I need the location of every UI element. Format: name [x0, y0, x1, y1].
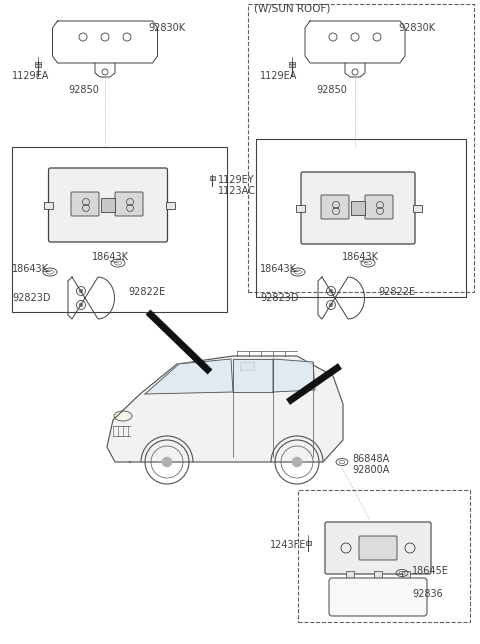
Bar — [166, 202, 175, 209]
Text: 18643K: 18643K — [342, 252, 379, 262]
Text: (W/SUN ROOF): (W/SUN ROOF) — [254, 3, 330, 13]
Text: 92850: 92850 — [316, 85, 347, 95]
Text: 18645E: 18645E — [412, 566, 449, 576]
Bar — [101, 198, 115, 212]
Text: 18643K: 18643K — [12, 264, 49, 274]
Bar — [35, 62, 41, 67]
Ellipse shape — [114, 411, 132, 421]
Text: 92822E: 92822E — [378, 287, 415, 297]
Text: 18643K: 18643K — [260, 264, 297, 274]
Bar — [240, 362, 254, 370]
Text: 92830K: 92830K — [148, 23, 185, 33]
Circle shape — [292, 457, 302, 467]
Text: 18643K: 18643K — [92, 252, 129, 262]
Circle shape — [79, 289, 83, 293]
Bar — [305, 541, 311, 545]
Text: 92850: 92850 — [68, 85, 99, 95]
FancyBboxPatch shape — [48, 168, 168, 242]
Text: 92822E: 92822E — [128, 287, 165, 297]
Text: 1123AC: 1123AC — [218, 186, 256, 196]
FancyBboxPatch shape — [359, 536, 397, 560]
Bar — [351, 201, 365, 215]
FancyBboxPatch shape — [329, 578, 427, 616]
Text: 1129EA: 1129EA — [260, 71, 298, 81]
FancyBboxPatch shape — [301, 172, 415, 244]
Bar — [248, 4, 474, 292]
Text: 92823D: 92823D — [12, 293, 50, 303]
Text: 92800A: 92800A — [352, 465, 389, 475]
FancyBboxPatch shape — [71, 192, 99, 216]
Circle shape — [162, 457, 172, 467]
Bar — [209, 176, 215, 180]
Text: 1129EA: 1129EA — [12, 71, 49, 81]
Bar — [256, 139, 466, 297]
FancyBboxPatch shape — [115, 192, 143, 216]
Polygon shape — [273, 359, 315, 392]
Text: 92823D: 92823D — [260, 293, 299, 303]
Text: 1243FE: 1243FE — [270, 540, 306, 550]
Bar — [44, 202, 52, 209]
Circle shape — [329, 289, 333, 293]
Text: 86848A: 86848A — [352, 454, 389, 464]
Text: 92830K: 92830K — [398, 23, 435, 33]
Bar — [374, 571, 382, 579]
Bar — [413, 205, 422, 211]
Circle shape — [79, 303, 83, 307]
Bar — [298, 490, 470, 622]
Polygon shape — [107, 356, 343, 462]
FancyBboxPatch shape — [365, 195, 393, 219]
FancyBboxPatch shape — [321, 195, 349, 219]
FancyBboxPatch shape — [325, 522, 431, 574]
Text: 92836: 92836 — [412, 589, 443, 599]
Bar — [289, 62, 295, 67]
Bar — [346, 571, 354, 579]
Polygon shape — [145, 359, 233, 394]
Bar — [12, 147, 227, 312]
Text: 1129EY: 1129EY — [218, 175, 254, 185]
Polygon shape — [233, 359, 273, 392]
Bar — [296, 205, 305, 211]
Bar — [402, 571, 410, 579]
Circle shape — [329, 303, 333, 307]
